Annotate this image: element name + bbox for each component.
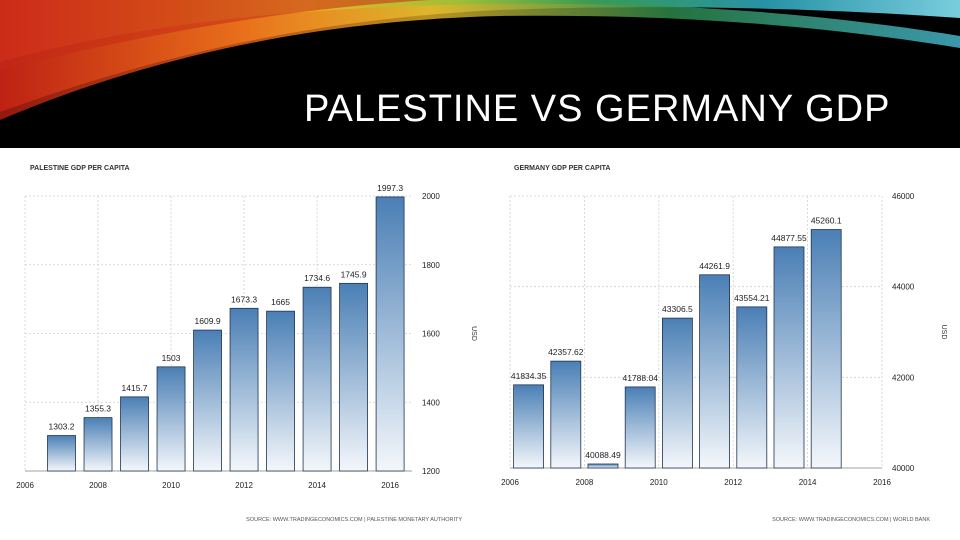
y-tick-label: 1200 [422,467,440,476]
data-label: 1673.3 [231,294,257,304]
x-tick-label: 2010 [162,481,180,490]
data-label: 1303.2 [49,422,75,432]
x-tick-label: 2014 [308,481,326,490]
data-label: 1503 [162,353,181,363]
bar [266,310,295,472]
y-tick-label: 2000 [422,192,440,201]
data-label: 1745.9 [341,269,367,279]
bar [83,417,113,472]
data-label: 43554.21 [734,293,770,303]
data-label: 1609.9 [195,316,221,326]
data-label: 1997.3 [377,183,403,193]
germany-gdp-chart: GERMANY GDP PER CAPITA 40000 42000 44000 460… [501,165,947,523]
palestine-gdp-chart: PALESTINE GDP PER CAPITA 1200 1400 1600 1800… [16,165,477,523]
chart-panel: PALESTINE GDP PER CAPITA 1200 1400 1600 1800… [0,148,960,540]
data-label: 1734.6 [304,273,330,283]
unit-label: USD [940,325,947,340]
bar [47,435,76,472]
slide-title: PALESTINE VS GERMANY GDP [304,88,891,130]
bar [375,196,405,472]
bar [229,307,259,472]
bar [513,384,544,469]
bar [302,286,332,472]
y-tick-label: 46000 [892,192,915,201]
y-tick-label: 1800 [422,261,440,270]
x-tick-label: 2008 [576,478,594,487]
data-label: 43306.5 [662,304,693,314]
bar [773,246,805,469]
data-label: 41834.35 [511,371,547,381]
chart-title: GERMANY GDP PER CAPITA [514,165,610,172]
x-tick-label: 2012 [724,478,742,487]
chart-title: PALESTINE GDP PER CAPITA [30,165,130,172]
bar [587,463,619,469]
x-tick-label: 2014 [799,478,817,487]
x-tick-label: 2006 [501,478,519,487]
source-label: SOURCE: WWW.TRADINGECONOMICS.COM | WORLD… [772,517,930,523]
bar [120,396,149,472]
data-label: 40088.49 [585,450,621,460]
bar [736,306,768,469]
y-tick-label: 40000 [892,464,915,473]
data-label: 1415.7 [122,383,148,393]
x-tick-label: 2008 [89,481,107,490]
data-label: 45260.1 [811,216,842,226]
bar [624,386,656,469]
bar [550,360,582,469]
decorative-swoosh [0,0,960,120]
data-label: 1665 [271,297,290,307]
y-tick-label: 44000 [892,283,915,292]
bar [661,317,693,469]
x-tick-label: 2010 [650,478,668,487]
data-label: 1355.3 [85,404,111,414]
y-tick-label: 1400 [422,398,440,407]
y-tick-label: 1600 [422,330,440,339]
data-label: 44261.9 [699,261,730,271]
slide-header: PALESTINE VS GERMANY GDP [0,0,960,148]
bar [339,282,368,472]
unit-label: USD [470,326,477,341]
x-tick-label: 2006 [16,481,34,490]
bar [193,329,222,472]
x-tick-label: 2016 [381,481,399,490]
x-tick-label: 2012 [235,481,253,490]
bar [699,274,731,469]
source-label: SOURCE: WWW.TRADINGECONOMICS.COM | PALES… [246,517,462,523]
data-label: 42357.62 [548,347,584,357]
data-label: 41788.04 [622,373,658,383]
y-tick-label: 42000 [892,373,915,382]
bar [156,366,186,472]
x-tick-label: 2016 [873,478,891,487]
bar [810,229,842,469]
data-label: 44877.55 [771,233,807,243]
